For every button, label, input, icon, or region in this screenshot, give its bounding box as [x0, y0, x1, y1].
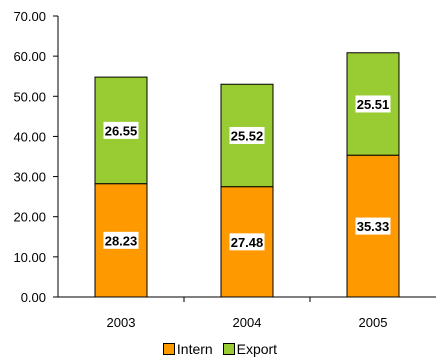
y-tick-label: 40.00 — [13, 129, 46, 144]
data-label-box-intern — [355, 217, 391, 235]
y-tick-label: 50.00 — [13, 89, 46, 104]
data-label-intern: 28.23 — [105, 233, 138, 248]
y-tick-label: 0.00 — [21, 290, 46, 305]
y-tick-label: 20.00 — [13, 210, 46, 225]
legend-swatch-intern — [162, 343, 175, 355]
y-tick-label: 30.00 — [13, 170, 46, 185]
x-tick-label: 2005 — [359, 315, 388, 330]
data-label-box-export — [355, 95, 391, 113]
legend: Intern Export — [0, 341, 440, 358]
x-tick-label: 2004 — [233, 315, 262, 330]
data-label-box-intern — [229, 233, 265, 251]
y-tick-label: 10.00 — [13, 250, 46, 265]
y-tick-label: 70.00 — [13, 9, 46, 24]
data-label-box-intern — [103, 231, 139, 249]
data-label-intern: 27.48 — [231, 235, 264, 250]
legend-swatch-export — [222, 343, 235, 355]
y-axis: 0.00 10.00 20.00 30.00 40.00 50.00 60.00 70.00 — [13, 9, 59, 305]
data-labels: 28.23 26.55 27.48 25.52 35.33 25.51 — [103, 95, 391, 251]
bars — [94, 52, 400, 298]
legend-item-export: Export — [222, 341, 278, 357]
legend-item-intern: Intern — [162, 341, 213, 357]
x-axis: 2003 2004 2005 — [58, 296, 436, 330]
x-tick-label: 2003 — [107, 315, 136, 330]
data-label-export: 26.55 — [105, 123, 138, 138]
data-label-intern: 35.33 — [357, 219, 390, 234]
legend-label-export: Export — [236, 341, 278, 357]
data-label-box-export — [103, 121, 139, 139]
y-tick-label: 60.00 — [13, 49, 46, 64]
data-label-export: 25.51 — [357, 97, 390, 112]
data-label-export: 25.52 — [231, 128, 264, 143]
data-label-box-export — [229, 126, 265, 144]
legend-label-intern: Intern — [176, 341, 213, 357]
